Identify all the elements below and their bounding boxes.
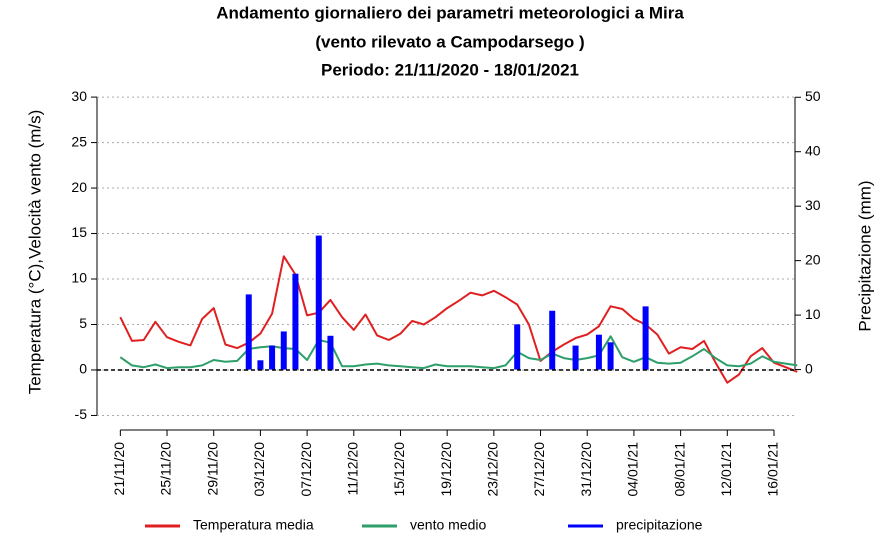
y-tick-label: 15 bbox=[71, 224, 87, 240]
y-tick-label: 0 bbox=[79, 361, 87, 377]
x-tick-label: 29/11/20 bbox=[204, 442, 220, 496]
bar bbox=[269, 345, 276, 370]
y-axis-label: Temperatura (°C),Velocità vento (m/s) bbox=[25, 110, 44, 395]
legend-label: precipitazione bbox=[616, 517, 703, 533]
line bbox=[119, 335, 798, 370]
bar bbox=[595, 334, 602, 370]
x-tick-label: 03/12/20 bbox=[251, 442, 267, 497]
bar bbox=[549, 310, 556, 370]
bar bbox=[280, 331, 287, 370]
bar bbox=[514, 324, 521, 370]
y2-tick-label: 0 bbox=[805, 360, 813, 376]
x-tick-label: 12/01/21 bbox=[718, 442, 734, 497]
x-tick-label: 07/12/20 bbox=[298, 442, 314, 497]
bar bbox=[607, 342, 614, 370]
y2-tick-label: 40 bbox=[805, 142, 821, 158]
y-tick-label: 30 bbox=[71, 88, 87, 104]
y2-tick-label: 50 bbox=[805, 88, 821, 104]
bar bbox=[292, 273, 299, 370]
y2-tick-label: 10 bbox=[805, 306, 821, 322]
x-tick-label: 15/12/20 bbox=[391, 442, 407, 497]
y2-tick-label: 30 bbox=[805, 197, 821, 213]
bar bbox=[572, 345, 579, 370]
chart-title: Andamento giornaliero dei parametri mete… bbox=[216, 3, 684, 22]
x-tick-label: 21/11/20 bbox=[111, 442, 127, 496]
y-tick-label: 10 bbox=[71, 270, 87, 286]
bar bbox=[315, 235, 322, 370]
x-tick-label: 16/01/21 bbox=[765, 442, 781, 497]
x-tick-label: 11/12/20 bbox=[344, 442, 360, 496]
x-tick-label: 04/01/21 bbox=[625, 442, 641, 497]
chart-title: (vento rilevato a Campodarsego ) bbox=[315, 32, 584, 51]
y-tick-label: 25 bbox=[71, 133, 87, 149]
y2-tick-label: 20 bbox=[805, 251, 821, 267]
y2-axis-label: Precipitazione (mm) bbox=[855, 180, 874, 331]
x-tick-label: 19/12/20 bbox=[438, 442, 454, 497]
x-tick-label: 08/01/21 bbox=[671, 442, 687, 497]
x-tick-label: 23/12/20 bbox=[485, 442, 501, 497]
line bbox=[119, 255, 798, 384]
legend-label: vento medio bbox=[410, 517, 486, 533]
x-tick-label: 25/11/20 bbox=[158, 442, 174, 496]
y-tick-label: -5 bbox=[75, 406, 88, 422]
bar bbox=[642, 306, 649, 370]
chart-title: Periodo: 21/11/2020 - 18/01/2021 bbox=[321, 60, 579, 79]
y-tick-label: 5 bbox=[79, 315, 87, 331]
bar bbox=[327, 335, 334, 370]
y-tick-label: 20 bbox=[71, 179, 87, 195]
bar bbox=[257, 360, 264, 370]
legend-label: Temperatura media bbox=[193, 517, 314, 533]
bar bbox=[245, 294, 252, 370]
x-tick-label: 31/12/20 bbox=[578, 442, 594, 497]
x-tick-label: 27/12/20 bbox=[531, 442, 547, 497]
